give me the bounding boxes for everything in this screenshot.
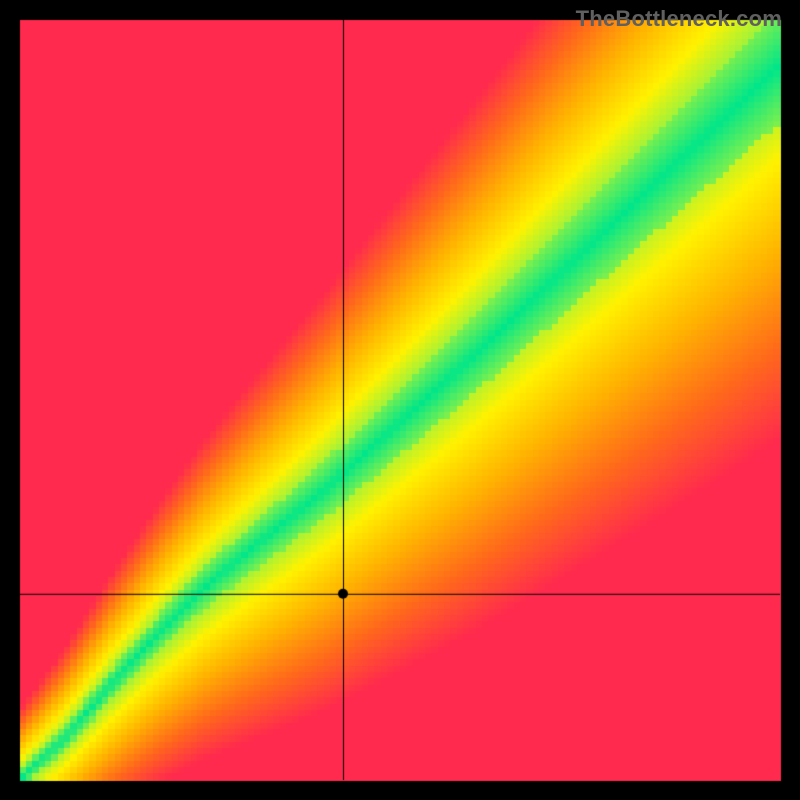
heatmap-canvas [0, 0, 800, 800]
chart-container: TheBottleneck.com [0, 0, 800, 800]
watermark-text: TheBottleneck.com [576, 6, 782, 32]
